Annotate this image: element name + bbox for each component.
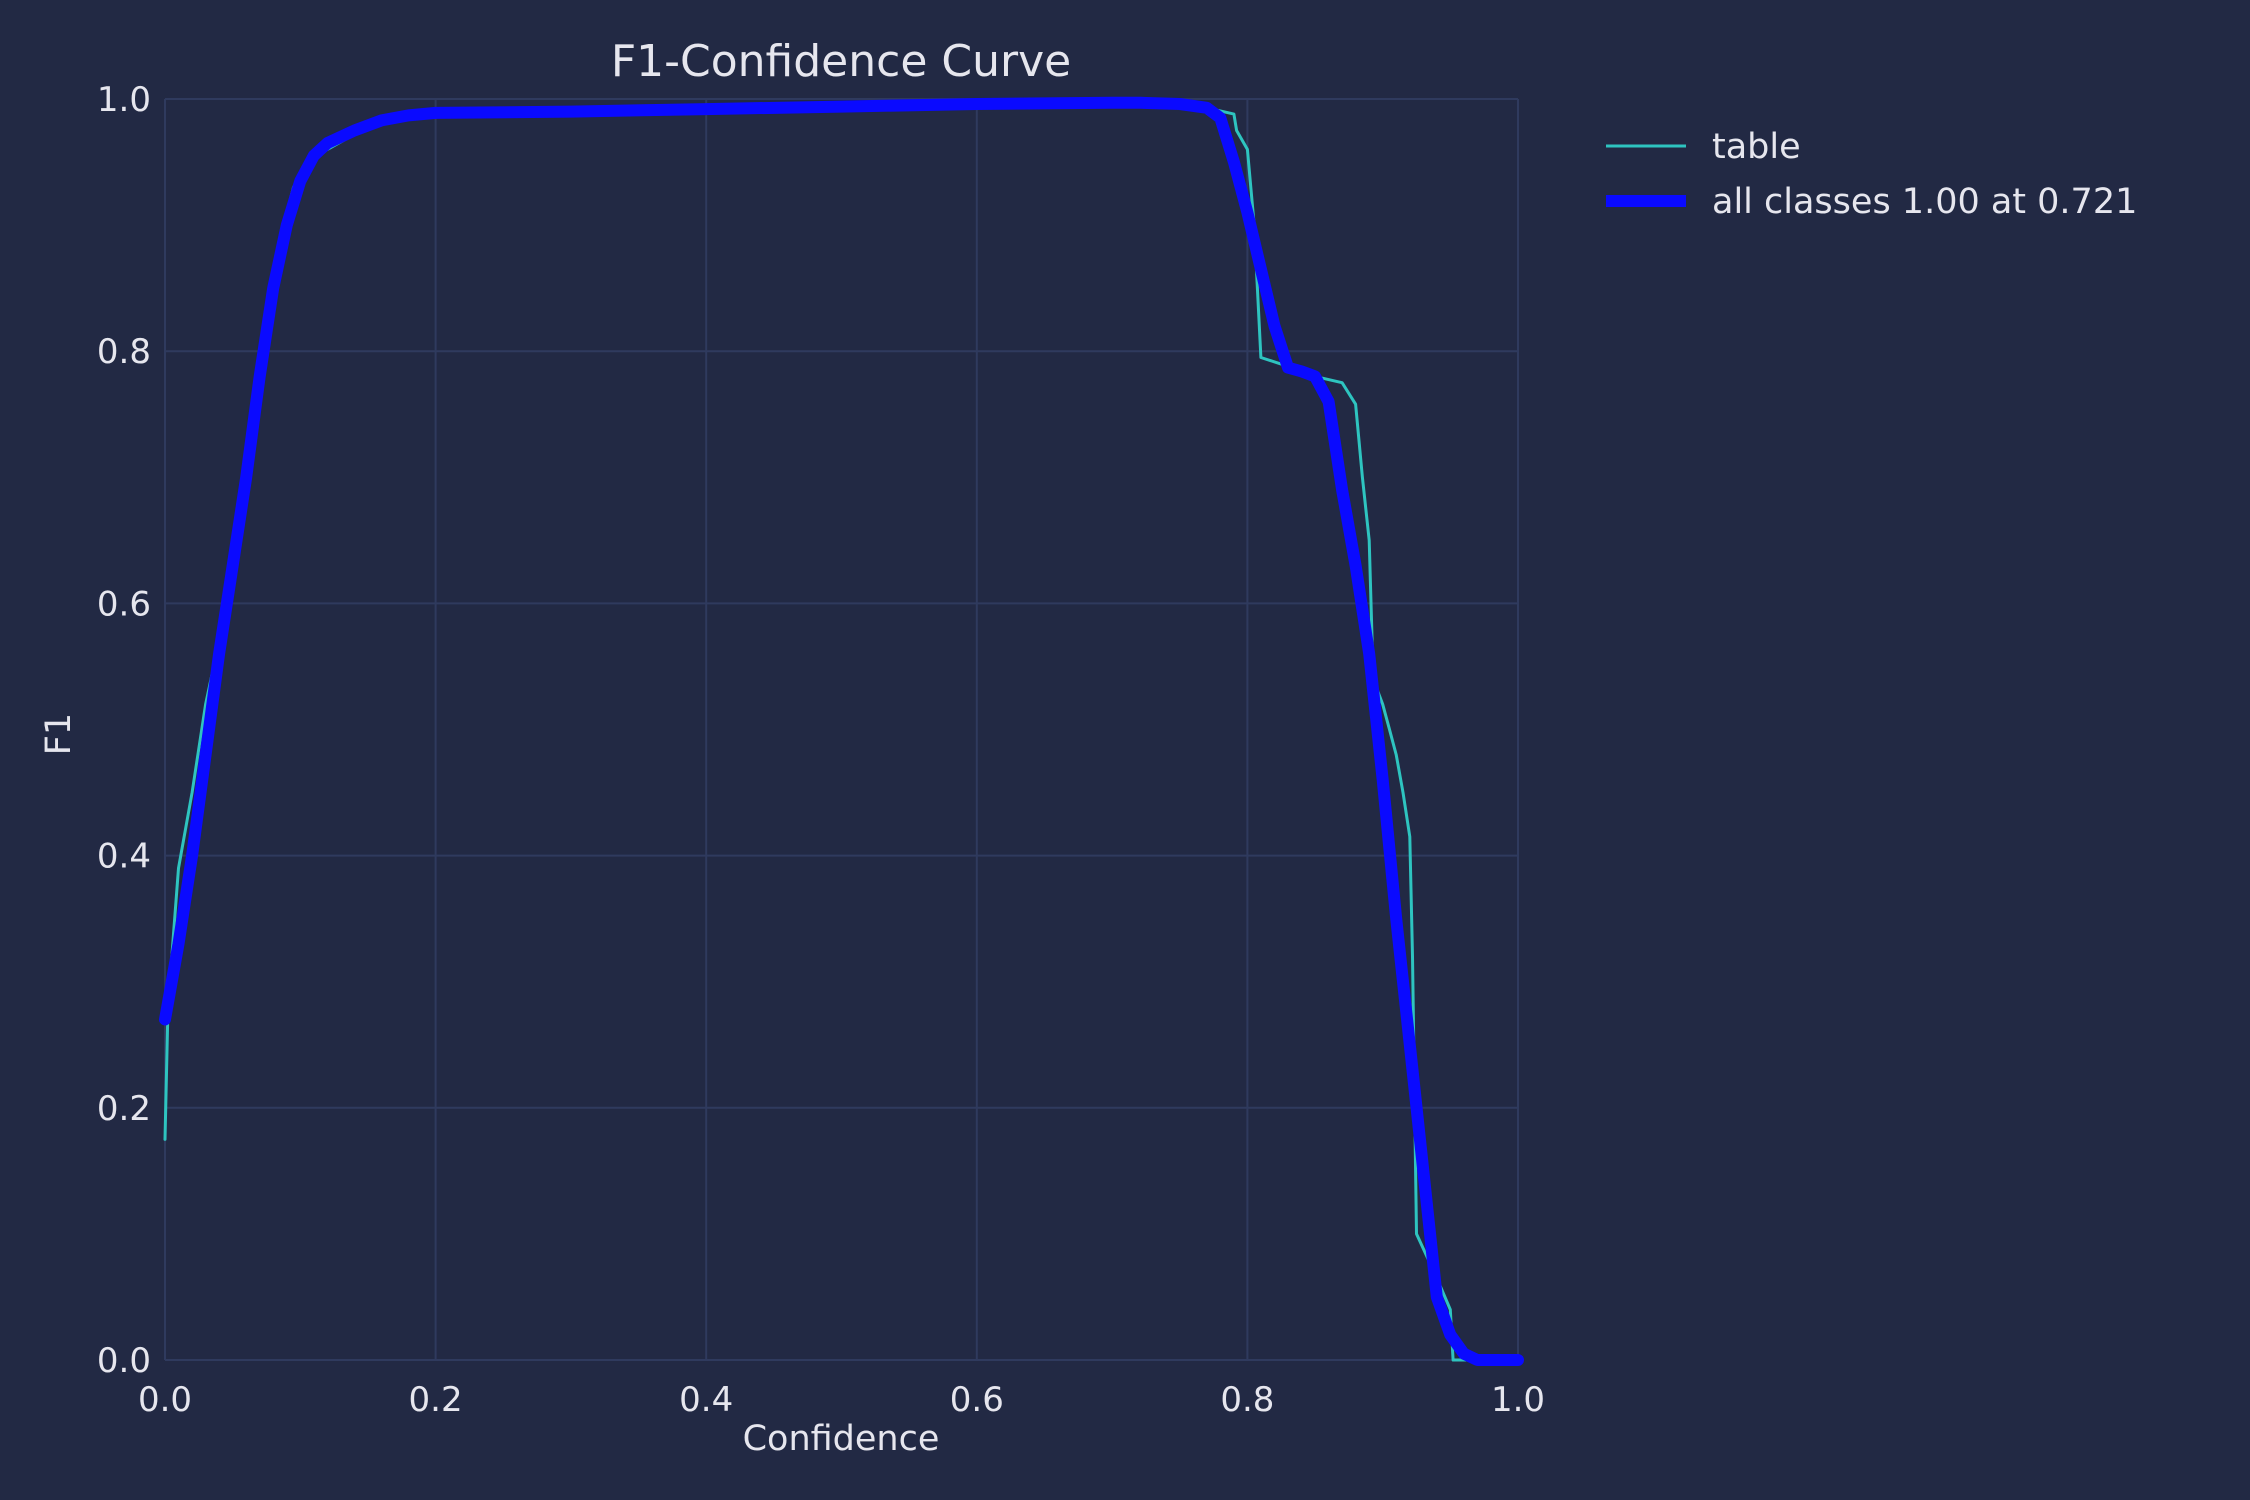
series-line-all-classes — [159, 96, 1524, 1366]
chart-title: F1-Confidence Curve — [611, 36, 1071, 87]
x-tick-label: 0.0 — [138, 1380, 192, 1420]
y-tick-label: 0.4 — [97, 837, 151, 877]
y-axis-ticks: 0.0 0.2 0.4 0.6 0.8 1.0 — [97, 80, 151, 1381]
y-tick-label: 0.6 — [97, 584, 151, 624]
x-tick-label: 0.2 — [409, 1380, 463, 1420]
x-tick-label: 0.4 — [679, 1380, 733, 1420]
grid — [164, 98, 1519, 1361]
x-tick-label: 0.8 — [1220, 1380, 1274, 1420]
x-tick-label: 0.6 — [950, 1380, 1004, 1420]
series-layer — [159, 96, 1524, 1366]
legend-label-table: table — [1712, 127, 1801, 167]
x-axis-label: Confidence — [743, 1419, 940, 1459]
y-axis-label: F1 — [39, 713, 79, 755]
legend: table all classes 1.00 at 0.721 — [1606, 127, 2137, 222]
x-tick-label: 1.0 — [1491, 1380, 1545, 1420]
x-axis-ticks: 0.0 0.2 0.4 0.6 0.8 1.0 — [138, 1380, 1545, 1420]
y-tick-label: 0.2 — [97, 1089, 151, 1129]
y-tick-label: 0.0 — [97, 1341, 151, 1381]
y-tick-label: 1.0 — [97, 80, 151, 120]
legend-label-all-classes: all classes 1.00 at 0.721 — [1712, 182, 2137, 222]
y-tick-label: 0.8 — [97, 332, 151, 372]
